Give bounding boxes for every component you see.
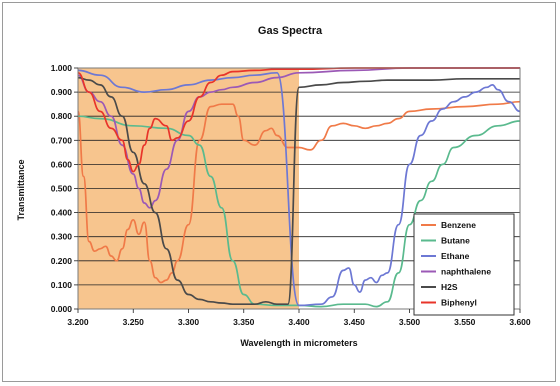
y-tick-label: 1.000 [51, 63, 73, 73]
x-tick-label: 3.200 [67, 317, 89, 327]
y-tick-label: 0.200 [51, 256, 73, 266]
y-tick-label: 0.700 [51, 135, 73, 145]
y-axis-title: Transmittance [16, 159, 26, 220]
y-tick-label: 0.400 [51, 208, 73, 218]
series-line-benzene [77, 100, 521, 284]
series-line-h2s [77, 76, 520, 306]
x-tick-label: 3.550 [454, 317, 476, 327]
y-tick-label: 0.300 [51, 232, 73, 242]
series-line-ethane [77, 69, 521, 307]
series-line-butane [77, 115, 521, 308]
legend-label: Biphenyl [441, 298, 477, 308]
y-axis-ticks: 0.000 0.100 0.200 0.300 0.400 0.500 0.600 0.700… [51, 63, 78, 314]
series-layer [77, 67, 521, 308]
legend-label: Benzene [441, 220, 476, 230]
x-axis-title: Wavelength in micrometers [240, 338, 357, 348]
chart-title: Gas Spectra [258, 25, 323, 37]
x-tick-label: 3.600 [509, 317, 531, 327]
x-axis-ticks: 3.200 3.250 3.300 3.350 3.400 3.450 3.500 3.550… [67, 309, 531, 327]
series-line-naphthalene [77, 67, 520, 209]
legend: Benzene Butane Ethane naphthalene H2S Bipheny… [413, 213, 515, 316]
y-tick-label: 0.600 [51, 159, 73, 169]
y-tick-label: 0.500 [51, 184, 73, 194]
legend-label: naphthalene [441, 267, 491, 277]
x-tick-label: 3.500 [399, 317, 421, 327]
x-tick-label: 3.300 [178, 317, 200, 327]
series-line-biphenyl [77, 67, 520, 173]
x-tick-label: 3.250 [123, 317, 145, 327]
x-tick-label: 3.350 [233, 317, 255, 327]
y-tick-label: 0.100 [51, 280, 73, 290]
x-tick-label: 3.450 [344, 317, 366, 327]
y-tick-label: 0.900 [51, 87, 73, 97]
legend-label: H2S [441, 282, 458, 292]
legend-label: Ethane [441, 251, 470, 261]
y-tick-label: 0.000 [51, 304, 73, 314]
legend-box [413, 213, 515, 316]
legend-label: Butane [441, 236, 470, 246]
y-tick-label: 0.800 [51, 111, 73, 121]
x-tick-label: 3.400 [288, 317, 310, 327]
